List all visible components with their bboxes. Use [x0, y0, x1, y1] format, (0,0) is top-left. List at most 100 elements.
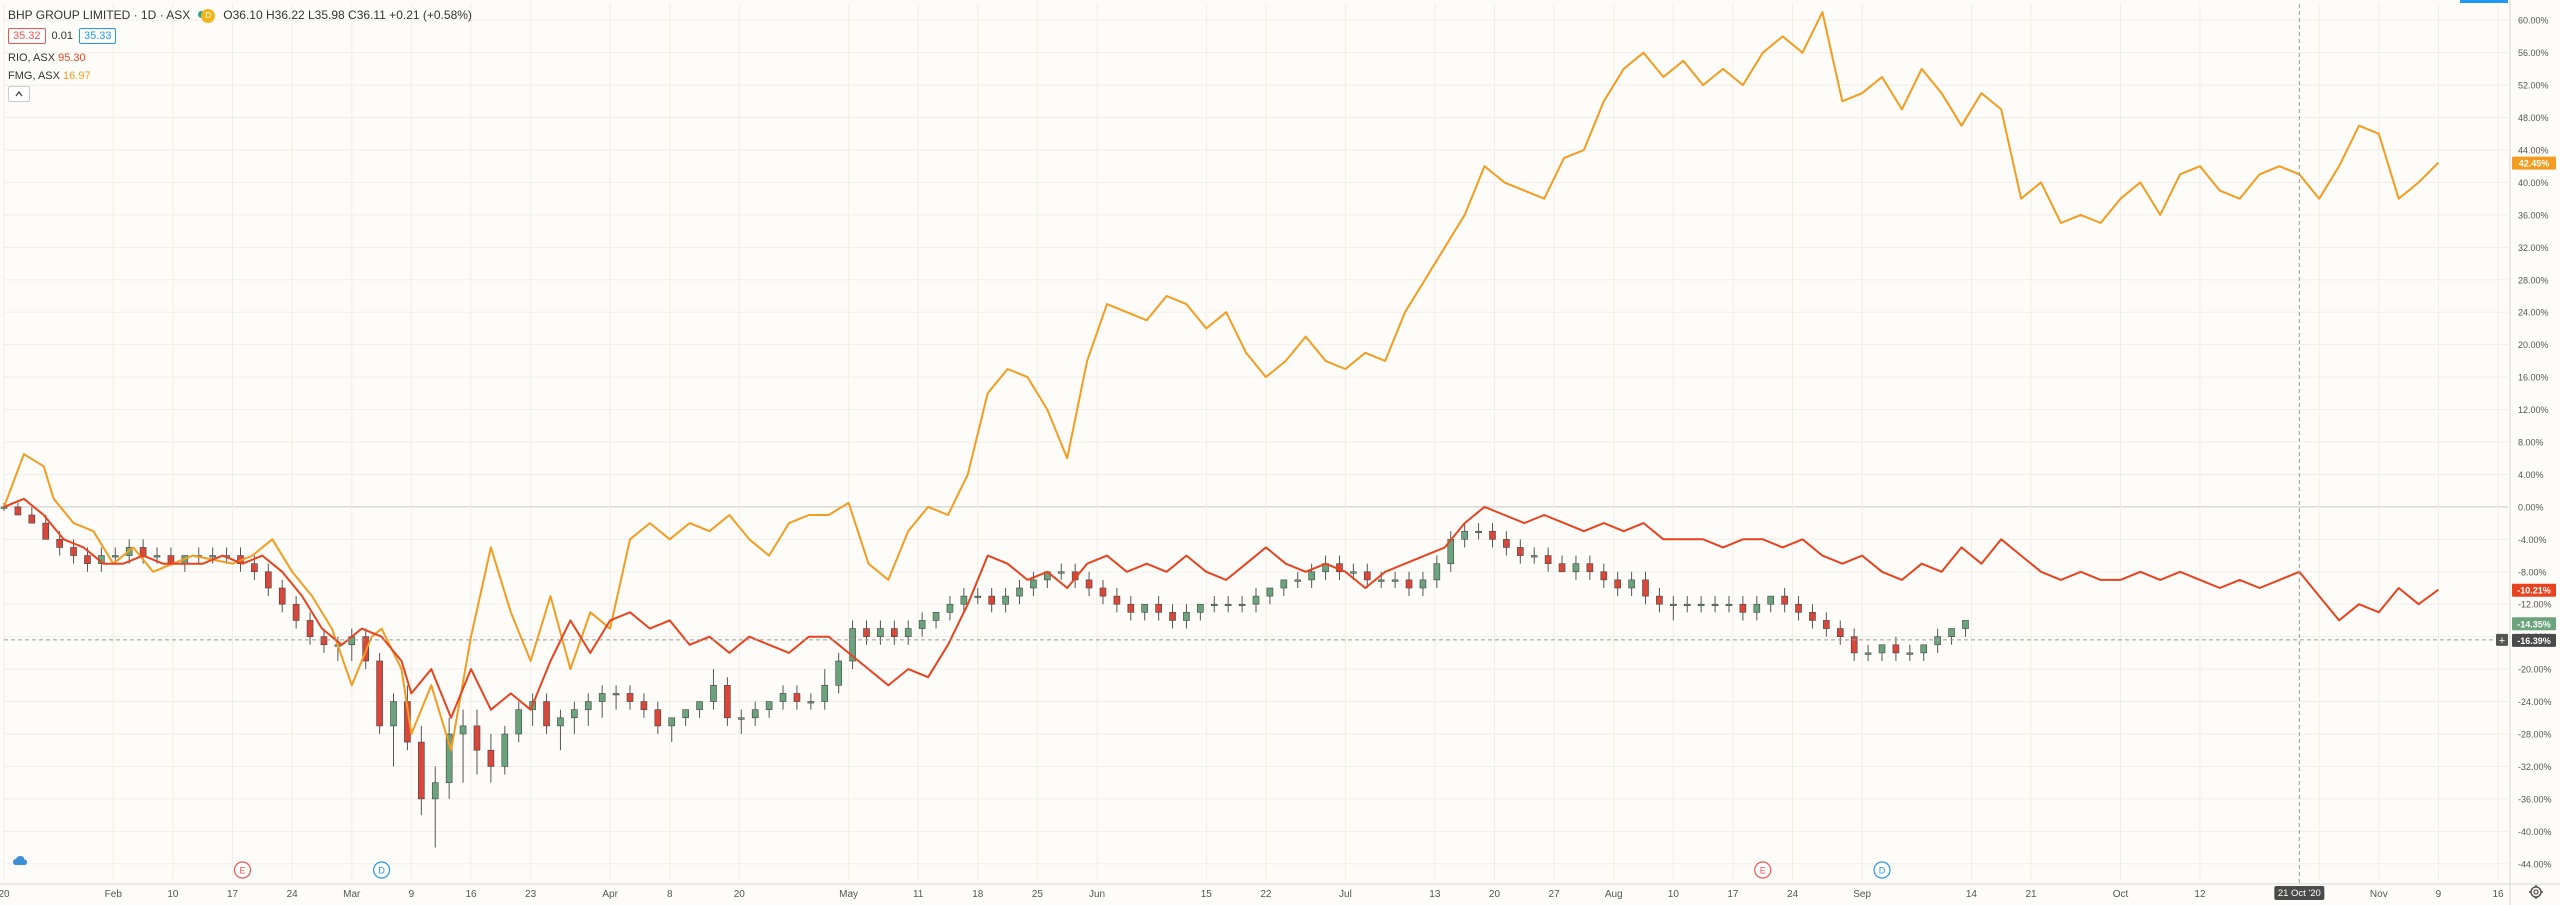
candle-body[interactable] — [640, 701, 648, 710]
candle-body[interactable] — [418, 741, 425, 800]
candle-body[interactable] — [765, 701, 773, 710]
candle-body[interactable] — [1377, 579, 1385, 582]
fmg-legend[interactable]: FMG, ASX 16.97 — [8, 70, 91, 82]
candle-body[interactable] — [1683, 603, 1691, 607]
collapse-legend-button[interactable] — [8, 86, 30, 102]
candle-body[interactable] — [1016, 587, 1023, 597]
candle-body[interactable] — [1809, 612, 1816, 621]
candle-body[interactable] — [56, 539, 63, 548]
candle-body[interactable] — [1350, 571, 1357, 574]
candle-body[interactable] — [376, 660, 383, 727]
candle-body[interactable] — [459, 725, 467, 735]
candle-body[interactable] — [445, 733, 453, 783]
candle-body[interactable] — [1864, 652, 1872, 655]
earnings-event-marker[interactable] — [233, 861, 252, 879]
candle-body[interactable] — [1266, 587, 1274, 597]
candle-body[interactable] — [988, 595, 995, 605]
candle-body[interactable] — [891, 628, 898, 637]
candle-body[interactable] — [932, 612, 940, 621]
candle-body[interactable] — [682, 709, 689, 719]
candle-body[interactable] — [1572, 563, 1580, 573]
candle-body[interactable] — [515, 709, 523, 735]
candle-body[interactable] — [1391, 579, 1399, 582]
candle-body[interactable] — [1155, 603, 1162, 613]
candle-body[interactable] — [584, 701, 592, 710]
candle-body[interactable] — [1878, 644, 1886, 654]
candle-body[interactable] — [918, 620, 926, 629]
candle-body[interactable] — [1252, 595, 1260, 605]
candle-body[interactable] — [1948, 628, 1955, 637]
candle-body[interactable] — [1517, 547, 1524, 556]
dividend-event-marker[interactable] — [372, 861, 391, 879]
candle-body[interactable] — [626, 693, 634, 702]
candle-body[interactable] — [473, 725, 481, 751]
candle-body[interactable] — [1294, 579, 1302, 582]
candle-body[interactable] — [1628, 579, 1635, 589]
symbol-title[interactable]: BHP GROUP LIMITED · 1D · ASX — [8, 8, 191, 22]
candle-body[interactable] — [1308, 571, 1315, 581]
candle-body[interactable] — [251, 563, 258, 573]
candle-body[interactable] — [1836, 628, 1844, 637]
candle-body[interactable] — [960, 595, 968, 605]
candle-body[interactable] — [835, 660, 842, 686]
candle-body[interactable] — [863, 628, 870, 637]
candle-body[interactable] — [1461, 530, 1468, 540]
candle-body[interactable] — [14, 506, 22, 516]
rio-legend[interactable]: RIO, ASX 95.30 — [8, 52, 86, 64]
candle-body[interactable] — [306, 620, 314, 637]
candle-body[interactable] — [84, 555, 91, 564]
candle-body[interactable] — [487, 749, 495, 767]
candle-body[interactable] — [167, 555, 175, 564]
ask-button[interactable]: 35.33 — [78, 28, 117, 44]
candle-body[interactable] — [1419, 579, 1427, 589]
earnings-event-marker[interactable] — [1754, 861, 1772, 879]
candle-body[interactable] — [431, 782, 439, 800]
candle-body[interactable] — [1099, 587, 1107, 597]
candle-body[interactable] — [654, 709, 662, 727]
candle-body[interactable] — [1433, 563, 1441, 581]
candle-body[interactable] — [1558, 563, 1566, 573]
candle-body[interactable] — [1934, 636, 1941, 646]
candle-body[interactable] — [1530, 555, 1538, 558]
candle-body[interactable] — [1711, 603, 1719, 607]
candle-body[interactable] — [1405, 579, 1413, 589]
market-status-badge[interactable]: D — [198, 7, 216, 23]
candle-body[interactable] — [278, 587, 286, 605]
candle-body[interactable] — [1642, 579, 1649, 597]
candle-body[interactable] — [1030, 579, 1037, 589]
candle-body[interactable] — [1767, 595, 1775, 605]
bid-button[interactable]: 35.32 — [8, 28, 46, 44]
candle-body[interactable] — [1210, 603, 1218, 607]
candle-body[interactable] — [1586, 563, 1594, 573]
candle-body[interactable] — [946, 603, 954, 613]
candle-body[interactable] — [1113, 595, 1121, 605]
candle-body[interactable] — [612, 693, 620, 696]
candle-body[interactable] — [1795, 603, 1802, 613]
candle-body[interactable] — [1127, 603, 1135, 613]
candle-body[interactable] — [793, 693, 801, 702]
candle-body[interactable] — [1197, 603, 1204, 613]
candle-body[interactable] — [696, 701, 703, 710]
candle-body[interactable] — [1057, 571, 1065, 574]
candle-body[interactable] — [1002, 595, 1009, 605]
candle-body[interactable] — [1656, 595, 1663, 605]
candle-body[interactable] — [111, 555, 119, 558]
candle-body[interactable] — [1823, 620, 1830, 629]
candle-body[interactable] — [501, 733, 509, 767]
candle-body[interactable] — [1739, 603, 1747, 613]
candle-body[interactable] — [821, 685, 829, 702]
candle-body[interactable] — [1224, 603, 1232, 607]
candle-body[interactable] — [710, 685, 717, 702]
candle-body[interactable] — [1600, 571, 1608, 581]
candle-body[interactable] — [807, 701, 815, 704]
candle-body[interactable] — [1238, 603, 1246, 607]
crosshair-add-button[interactable] — [2496, 633, 2508, 646]
candle-body[interactable] — [724, 685, 731, 719]
candle-body[interactable] — [904, 628, 912, 637]
gear-icon[interactable] — [2528, 884, 2544, 900]
candle-body[interactable] — [1962, 620, 1969, 629]
candle-body[interactable] — [1670, 603, 1677, 607]
candle-body[interactable] — [70, 547, 77, 556]
candle-body[interactable] — [1183, 612, 1190, 621]
